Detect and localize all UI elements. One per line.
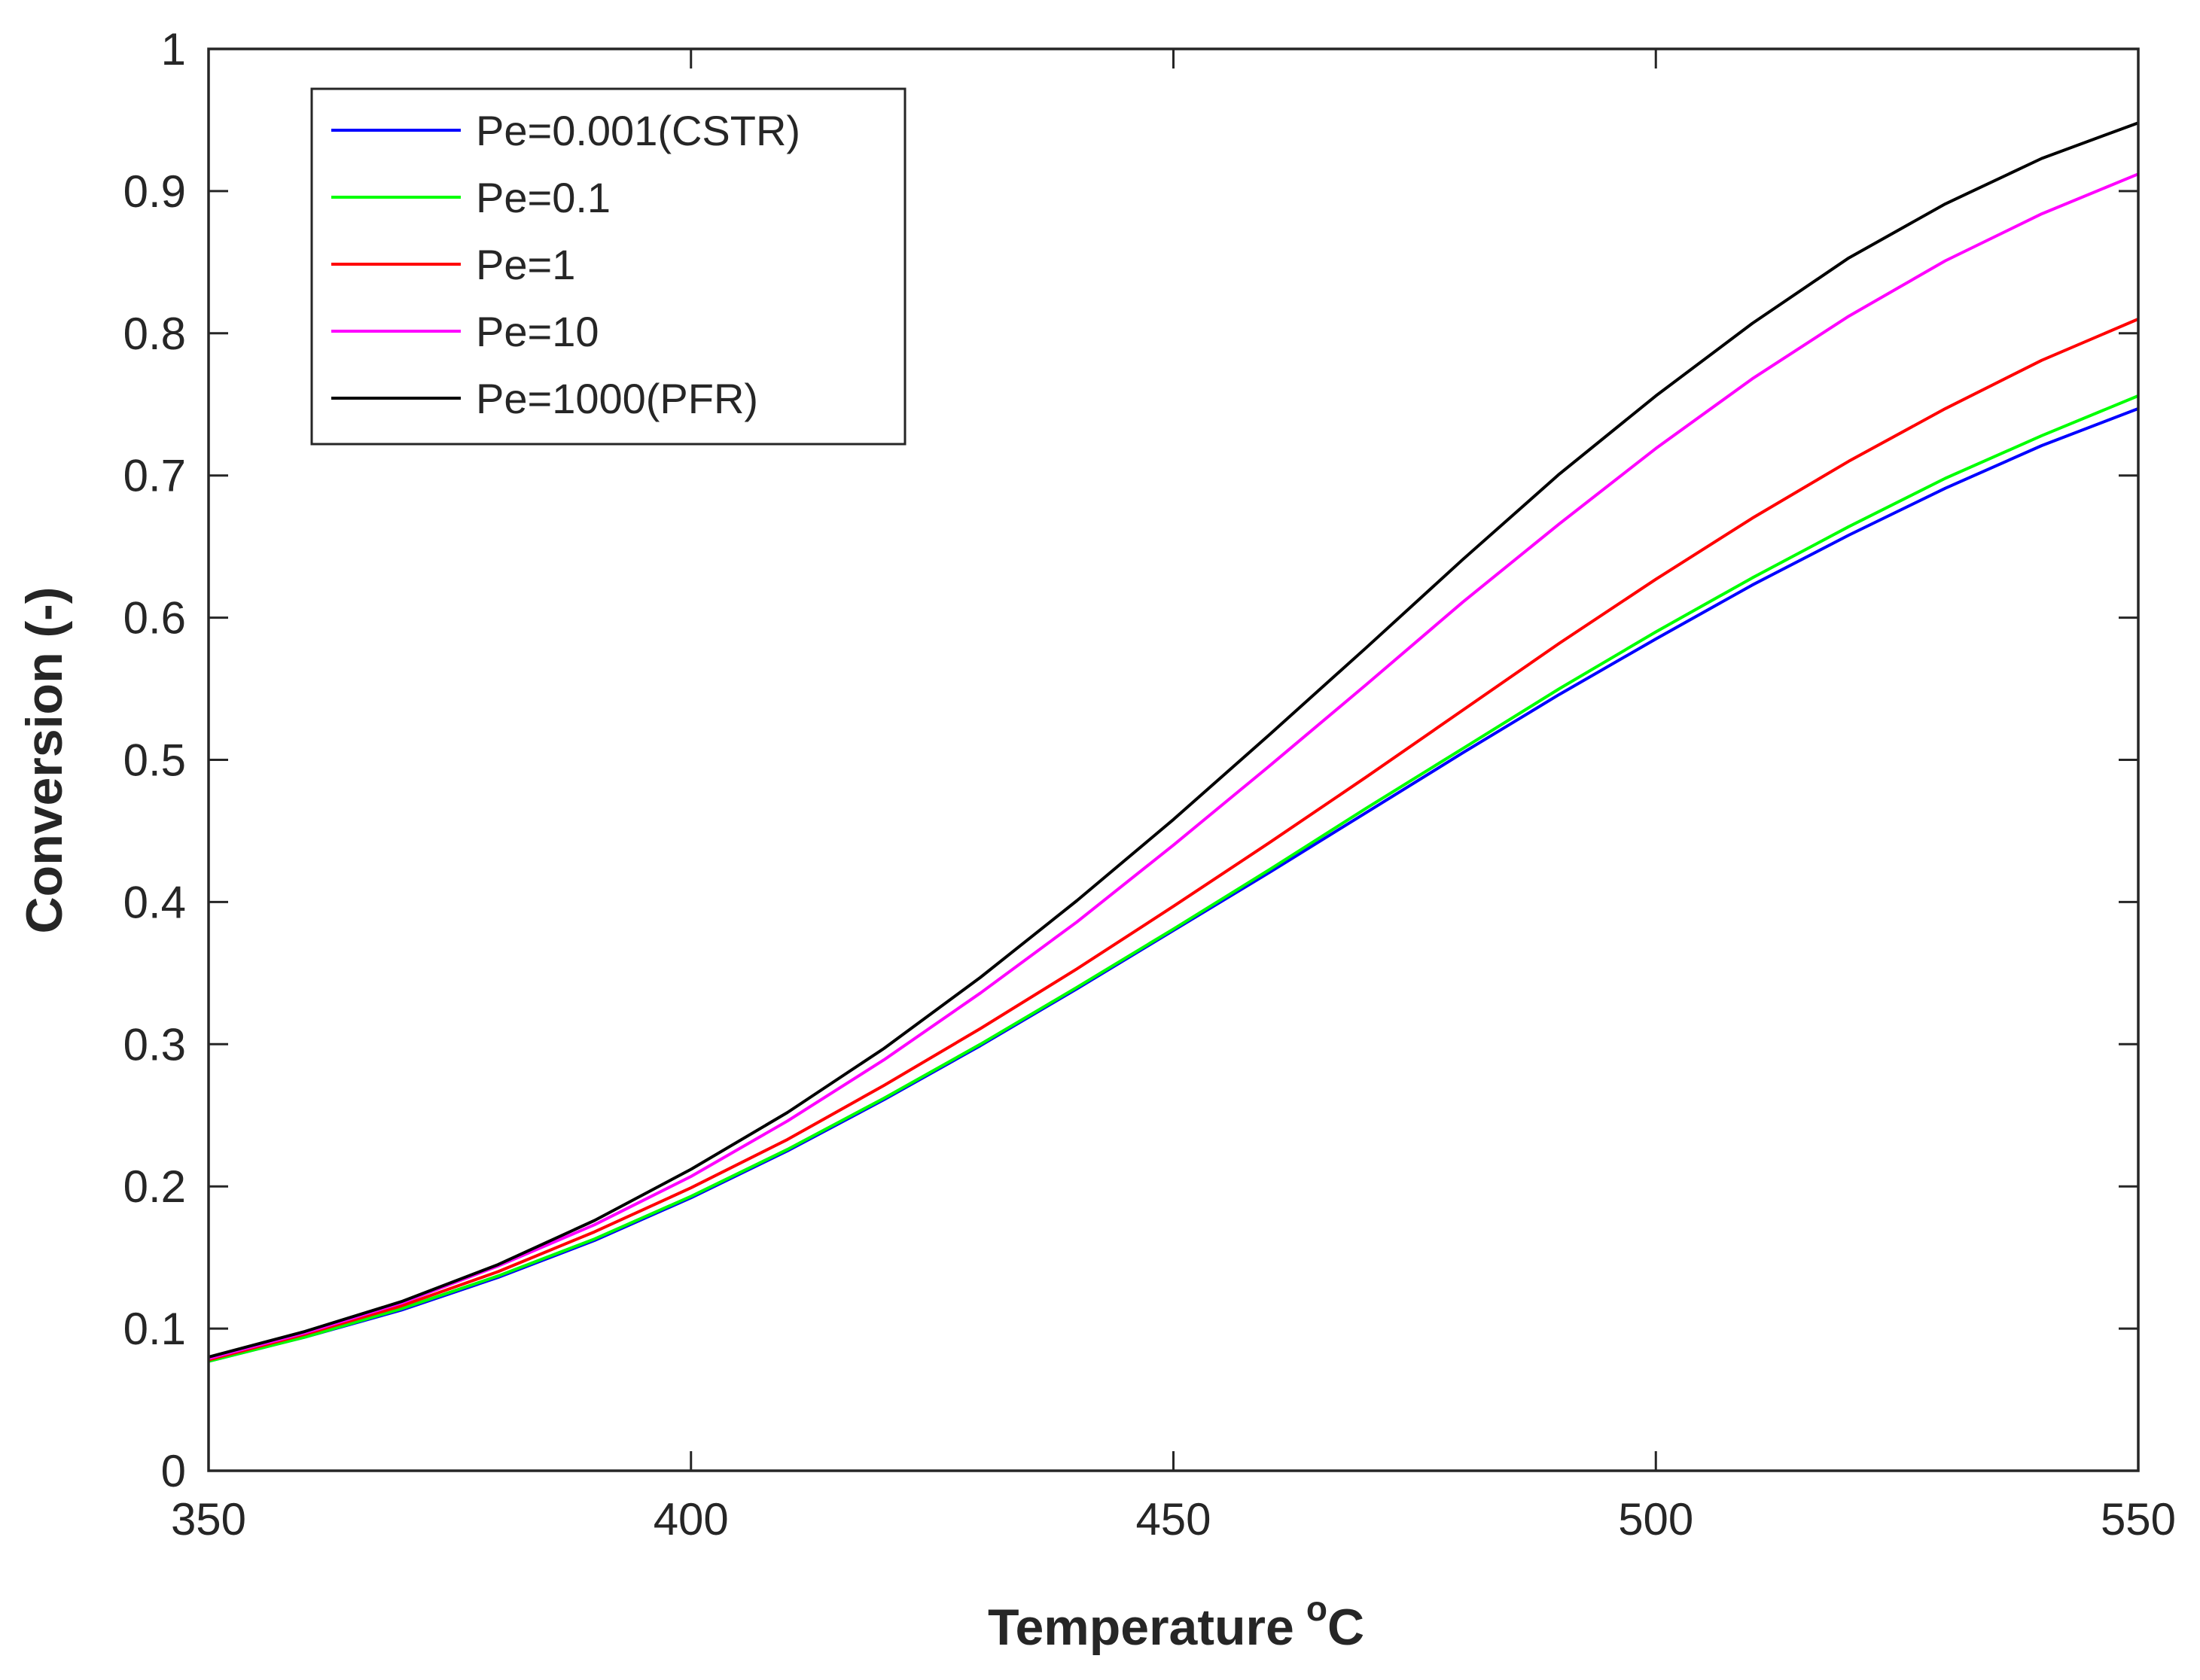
series-line-1 xyxy=(208,394,2139,1363)
series-line-2 xyxy=(208,318,2139,1362)
x-tick-label: 500 xyxy=(1618,1494,1693,1545)
y-tick-label: 0.1 xyxy=(123,1304,186,1354)
legend-label-2: Pe=1 xyxy=(476,241,575,288)
y-tick-label: 0.4 xyxy=(123,877,186,927)
axis-ticks: 350 400 450 500 550 0 0.1 0.2 0.3 0.4 0.5 0.6 0.7 0.8… xyxy=(123,24,2176,1545)
y-tick-label: 0.6 xyxy=(123,593,186,644)
y-tick-label: 0.2 xyxy=(123,1161,186,1212)
x-tick-label: 450 xyxy=(1135,1494,1211,1545)
legend: Pe=0.001(CSTR) Pe=0.1 Pe=1 Pe=10 Pe=1000(PFR… xyxy=(310,87,907,446)
x-axis-label: Temperature oC xyxy=(988,1589,1364,1656)
y-axis-label: Conversion (-) xyxy=(16,587,73,934)
x-tick-label: 550 xyxy=(2101,1494,2176,1545)
legend-label-3: Pe=10 xyxy=(476,308,599,355)
x-tick-label: 400 xyxy=(654,1494,729,1545)
y-tick-label: 0.5 xyxy=(123,735,186,786)
series-line-3 xyxy=(208,172,2139,1360)
y-tick-label: 0.9 xyxy=(123,166,186,217)
series-line-4 xyxy=(208,121,2139,1359)
y-tick-label: 0.8 xyxy=(123,309,186,359)
legend-label-1: Pe=0.1 xyxy=(476,174,611,221)
y-tick-label: 0.3 xyxy=(123,1019,186,1070)
x-tick-label: 350 xyxy=(171,1494,246,1545)
y-tick-label: 0.7 xyxy=(123,451,186,501)
series-lines xyxy=(208,121,2139,1363)
y-tick-label: 1 xyxy=(161,24,186,75)
legend-box xyxy=(310,87,907,446)
legend-label-4: Pe=1000(PFR) xyxy=(476,375,758,422)
legend-label-0: Pe=0.001(CSTR) xyxy=(476,107,800,154)
y-tick-label: 0 xyxy=(161,1446,186,1496)
